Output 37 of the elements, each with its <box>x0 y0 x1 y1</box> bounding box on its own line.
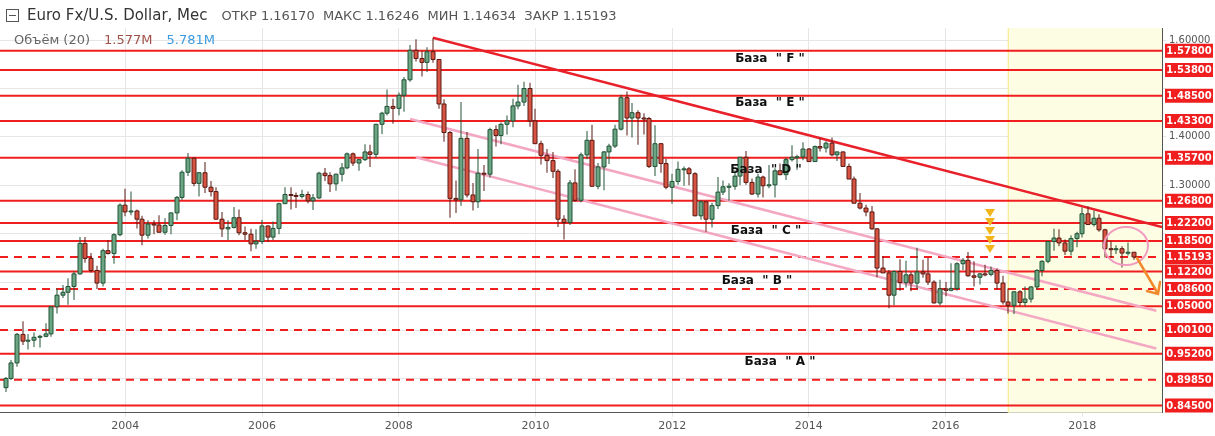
x-tick-label: 2012 <box>658 419 687 433</box>
x-tick-label: 2014 <box>794 419 823 433</box>
x-tick-label: 2010 <box>521 419 550 433</box>
ref-line-label: 0.84500 <box>1166 399 1212 411</box>
annotation: База " E " <box>735 95 805 110</box>
ref-line-label: 1.48500 <box>1166 89 1212 101</box>
chart-subtitle: ОТКР 1.16170 МАКС 1.16246 МИН 1.14634 ЗАКР 1.15193 <box>221 7 617 23</box>
annotation: База " C " <box>730 223 802 238</box>
ref-line-label: 1.15193 <box>1166 251 1212 263</box>
ref-line-label: 0.95200 <box>1166 347 1212 359</box>
y-tick-label: 1.40000 <box>1169 130 1211 142</box>
ref-line-label: 1.35700 <box>1166 151 1212 163</box>
ref-line-label: 1.57800 <box>1166 44 1212 56</box>
ref-line-label: 1.08600 <box>1166 282 1212 294</box>
x-tick-label: 2016 <box>931 419 960 433</box>
x-tick-label: 2006 <box>248 419 277 433</box>
annotation: 5.781M <box>166 32 215 48</box>
annotation: База " B " <box>721 273 793 288</box>
ref-line-label: 1.53800 <box>1166 64 1212 76</box>
x-tick-label: 2004 <box>111 419 140 433</box>
ref-line-label: 1.12200 <box>1166 265 1212 277</box>
x-tick-label: 2018 <box>1068 419 1097 433</box>
ref-line-label: 1.26800 <box>1166 194 1212 206</box>
x-tick-label: 2008 <box>384 419 413 433</box>
ref-line-label: 1.18500 <box>1166 235 1212 247</box>
y-tick-label: 1.30000 <box>1169 178 1211 190</box>
annotation: База " A " <box>744 354 816 369</box>
ref-line-label: 0.89850 <box>1166 373 1212 385</box>
ref-line-label: 1.22200 <box>1166 217 1212 229</box>
annotation: Объём (20) <box>14 32 91 48</box>
annotation: 1.577M <box>104 32 153 48</box>
annotation: База " F " <box>735 51 805 66</box>
ref-line-label: 1.43300 <box>1166 115 1212 127</box>
ref-line-label: 1.00100 <box>1166 324 1212 336</box>
y-tick-label: 1.60000 <box>1169 33 1211 45</box>
chart-title: Euro Fx/U.S. Dollar, Мес <box>27 6 208 24</box>
ref-line-label: 1.05000 <box>1166 300 1212 312</box>
